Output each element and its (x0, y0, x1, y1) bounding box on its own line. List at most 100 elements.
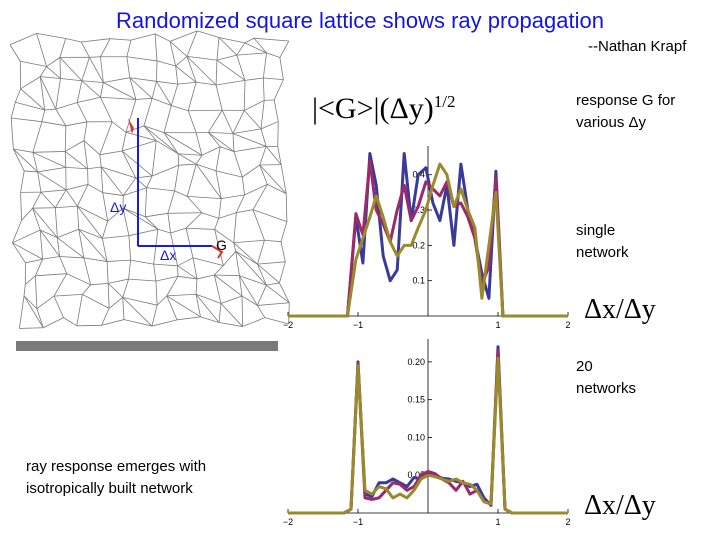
lattice-edge (106, 261, 109, 284)
lattice-edge (220, 146, 235, 153)
lattice-edge (59, 57, 83, 82)
lattice-edge (170, 232, 178, 266)
lattice-edge (252, 209, 265, 241)
response-note: response G for various Δy (576, 90, 675, 134)
lattice-edge (279, 40, 290, 58)
lattice-network (9, 30, 290, 329)
lattice-edge (262, 52, 267, 79)
lattice-edge (233, 242, 258, 265)
lattice-edge (218, 303, 222, 323)
lattice-edge (108, 297, 124, 309)
lattice-edge (32, 152, 39, 173)
lattice-edge (266, 282, 280, 286)
lattice-edge (166, 295, 201, 318)
lattice-edge (81, 80, 101, 98)
lattice-edge (259, 164, 268, 185)
lattice-edge (153, 263, 178, 267)
lattice-edge (195, 293, 222, 304)
lattice-edge (151, 140, 157, 177)
lattice-edge (100, 97, 113, 122)
lattice-edge (128, 228, 158, 237)
response-note-line2: various Δy (576, 114, 647, 131)
lattice-edge (242, 317, 266, 327)
lattice-edge (241, 296, 244, 327)
lattice-edge (15, 101, 45, 111)
lattice-edge (32, 208, 41, 231)
lattice-edge (167, 190, 175, 214)
lattice-edge (178, 163, 197, 166)
lattice-edge (187, 195, 222, 200)
lattice-edge (151, 319, 178, 327)
lattice-edge (155, 280, 158, 306)
lattice-edge (39, 229, 43, 260)
lattice-edge (143, 98, 153, 126)
lattice-edge (257, 261, 286, 265)
lattice-edge (221, 110, 234, 134)
lattice-edge (143, 125, 165, 133)
lattice-edge (239, 275, 243, 297)
lattice-edge (63, 317, 77, 327)
series-line-3 (288, 162, 568, 318)
lattice-edge (42, 256, 60, 260)
lattice-edge (81, 38, 111, 43)
lattice-edge (146, 187, 175, 192)
lattice-edge (185, 212, 203, 229)
lattice-edge (241, 177, 245, 195)
lattice-edge (266, 284, 290, 304)
lattice-edge (36, 308, 44, 328)
chart-twenty-networks: −2 −1 1 2 0.05 0.10 0.15 0.20 (283, 339, 571, 527)
lattice-edge (201, 212, 219, 219)
lattice-edge (187, 110, 197, 133)
lattice-edge (65, 189, 78, 207)
lattice-edge (76, 206, 80, 230)
lattice-edge (41, 109, 46, 122)
x-tick-label: −2 (283, 517, 293, 527)
lattice-edge (20, 170, 25, 193)
lattice-edge (186, 55, 218, 61)
lattice-edge (186, 227, 215, 230)
lattice-edge (101, 308, 110, 326)
dx-label: Δx (160, 247, 176, 263)
lattice-edge (200, 316, 220, 323)
lattice-edge (40, 76, 61, 79)
lattice-edge (36, 295, 55, 310)
lattice-edge (156, 81, 172, 106)
lattice-edge (40, 191, 56, 209)
lattice-edge (201, 146, 221, 156)
lattice-edge (102, 192, 124, 196)
lattice-edge (145, 212, 168, 218)
lattice-edge (267, 184, 287, 194)
lattice-edge (232, 110, 245, 134)
lattice-edge (53, 293, 83, 297)
lattice-edge (257, 302, 290, 306)
lattice-edge (64, 151, 67, 168)
lattice-edge (195, 278, 198, 295)
lattice-edge (81, 57, 90, 81)
single-network-note: single network (576, 220, 629, 264)
lattice-edge (214, 229, 234, 244)
lattice-edge (233, 151, 243, 178)
y-tick-label: 0.10 (407, 432, 425, 442)
dy-label: Δy (110, 199, 126, 215)
lattice-edge (218, 322, 243, 327)
lattice-edge (57, 228, 79, 239)
lattice-edge (122, 278, 129, 298)
lattice-edge (262, 78, 265, 101)
lattice-edge (53, 295, 64, 318)
lattice-edge (12, 148, 25, 172)
lattice-edge (166, 276, 179, 297)
lattice-edge (13, 148, 33, 153)
lattice-edge (163, 132, 179, 155)
formula-exponent: 1/2 (433, 92, 456, 111)
lattice-edge (233, 239, 265, 244)
lattice-edge (233, 242, 237, 252)
lattice-edge (151, 164, 179, 177)
lattice-edge (143, 125, 179, 155)
lattice-edge (218, 37, 238, 56)
lattice-edge (177, 81, 197, 85)
lattice-edge (153, 264, 157, 282)
twenty-note-line1: 20 (576, 358, 593, 375)
lattice-edge (188, 109, 223, 112)
lattice-edge (57, 237, 85, 259)
lattice-edge (128, 278, 156, 282)
